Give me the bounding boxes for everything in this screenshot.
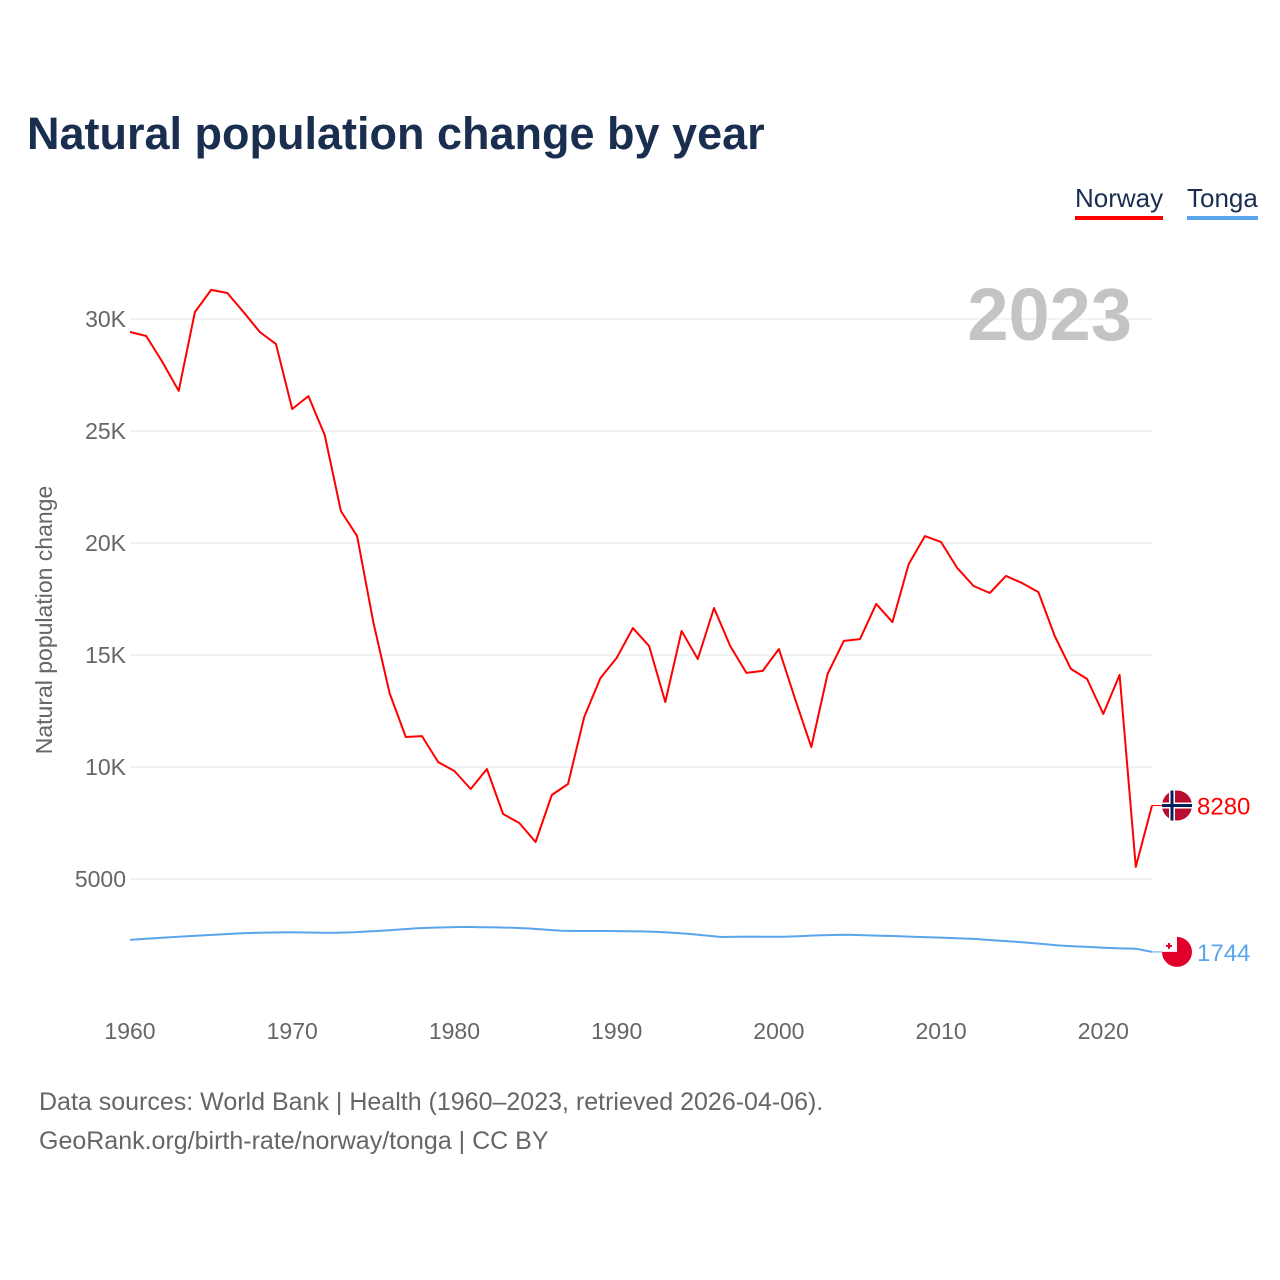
year-watermark: 2023 (967, 273, 1132, 356)
end-value-label: 8280 (1197, 794, 1250, 821)
y-tick-label: 10K (85, 754, 127, 780)
footer-link[interactable]: GeoRank.org/birth-rate/norway/tonga | CC… (39, 1127, 549, 1155)
x-tick-label: 1960 (104, 1018, 155, 1044)
y-tick-label: 5000 (75, 866, 126, 892)
y-tick-label: 20K (85, 530, 127, 556)
chart-title: Natural population change by year (27, 108, 765, 159)
x-tick-label: 1980 (429, 1018, 480, 1044)
y-tick-label: 30K (85, 306, 127, 332)
x-tick-label: 2010 (916, 1018, 967, 1044)
series-line-norway[interactable] (129, 288, 1153, 868)
x-tick-label: 2000 (753, 1018, 804, 1044)
series-line-tonga[interactable] (129, 925, 1153, 953)
end-value-label: 1744 (1197, 940, 1250, 967)
norway-flag-icon (1162, 790, 1192, 821)
y-tick-label: 15K (85, 642, 127, 668)
legend-tonga[interactable]: Tonga (1187, 183, 1258, 220)
footer-sources: Data sources: World Bank | Health (1960–… (39, 1088, 824, 1116)
tonga-flag-icon (1162, 936, 1192, 967)
x-tick-label: 1990 (591, 1018, 642, 1044)
legend-norway[interactable]: Norway (1075, 183, 1164, 220)
x-tick-label: 2020 (1078, 1018, 1129, 1044)
x-tick-label: 1970 (267, 1018, 318, 1044)
y-axis-label: Natural population change (31, 486, 57, 755)
y-tick-label: 25K (85, 418, 127, 444)
